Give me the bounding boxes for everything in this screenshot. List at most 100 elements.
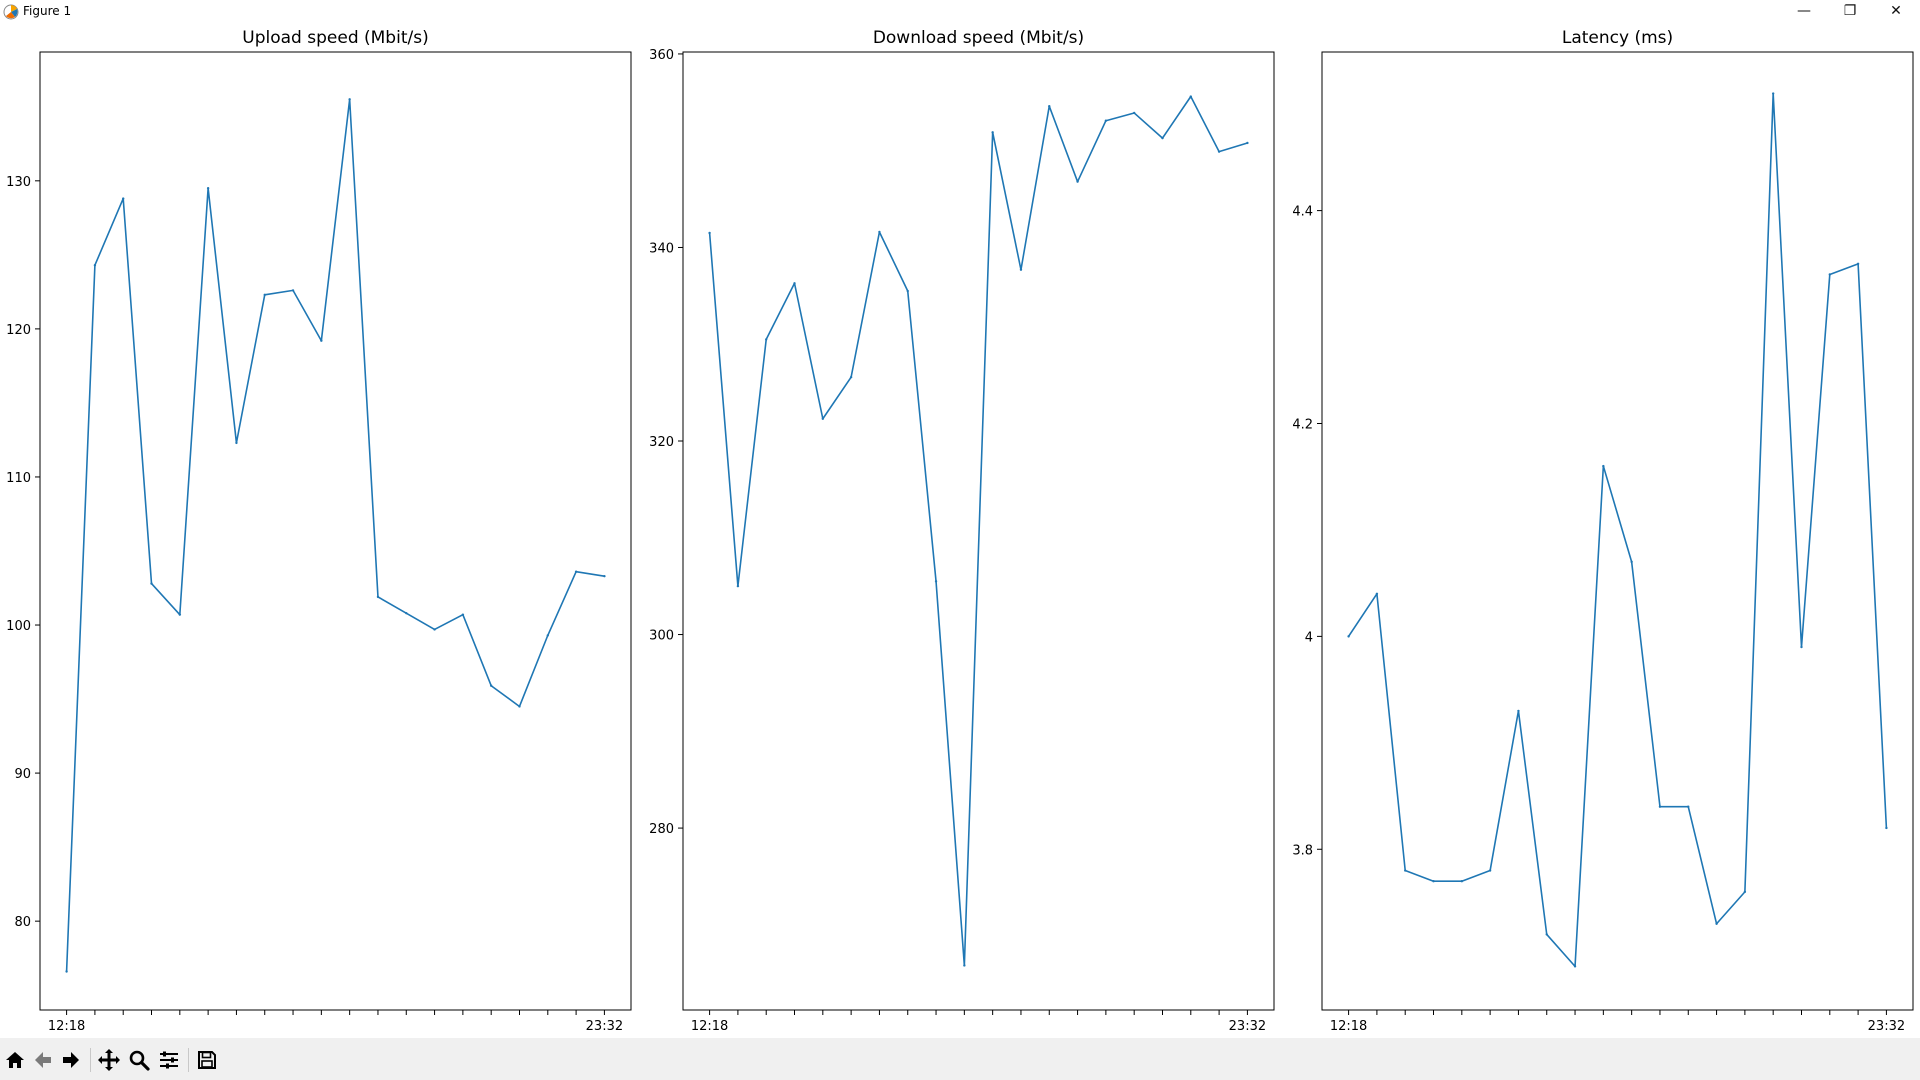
data-point xyxy=(1856,262,1860,266)
data-point xyxy=(1800,645,1803,649)
subplot-title: Upload speed (Mbit/s) xyxy=(242,28,428,48)
data-point xyxy=(150,582,153,585)
y-tick-label: 100 xyxy=(6,619,31,634)
data-point xyxy=(793,282,796,285)
home-icon xyxy=(6,1052,24,1068)
series-line-latency xyxy=(1347,92,1888,968)
data-point xyxy=(405,611,408,615)
configure-subplots-button[interactable] xyxy=(156,1047,182,1073)
data-point xyxy=(1658,805,1662,808)
data-point xyxy=(1573,965,1577,968)
data-point xyxy=(934,580,938,583)
toolbar-separator xyxy=(90,1048,91,1072)
y-tick-label: 80 xyxy=(14,915,31,930)
y-tick-label: 120 xyxy=(6,323,31,338)
data-point xyxy=(235,441,238,445)
axes-frame xyxy=(1321,51,1914,1011)
data-point xyxy=(1545,933,1548,936)
data-point xyxy=(1885,826,1888,830)
data-point xyxy=(603,574,606,578)
data-point xyxy=(546,634,549,637)
data-point xyxy=(1488,869,1492,872)
data-point xyxy=(1630,560,1633,564)
data-point xyxy=(320,339,323,342)
minimize-button[interactable]: — xyxy=(1797,3,1811,19)
subplot-title: Download speed (Mbit/s) xyxy=(873,28,1084,48)
configure-subplots-icon xyxy=(160,1051,178,1069)
save-button[interactable] xyxy=(194,1047,220,1073)
home-button[interactable] xyxy=(2,1047,28,1073)
y-tick-label: 3.8 xyxy=(1292,843,1313,858)
window-titlebar: Figure 1 — ❐ ✕ xyxy=(0,0,1920,24)
data-point xyxy=(1460,880,1464,883)
data-point xyxy=(178,613,182,616)
figure-canvas[interactable]: Upload speed (Mbit/s) 80 90 100 110 120 130 12:… xyxy=(0,24,1920,1038)
data-point xyxy=(376,595,380,599)
matplotlib-app-icon xyxy=(3,4,19,20)
data-point xyxy=(1432,880,1435,883)
data-point xyxy=(1048,104,1051,108)
y-tick-label: 300 xyxy=(649,629,674,644)
zoom-icon xyxy=(129,1050,150,1071)
y-tick-label: 4.2 xyxy=(1292,417,1313,432)
data-point xyxy=(65,970,68,973)
data-point xyxy=(93,264,97,267)
data-point xyxy=(291,289,295,292)
zoom-button[interactable] xyxy=(126,1047,152,1073)
window-title: Figure 1 xyxy=(23,4,72,18)
x-tick-label: 12:18 xyxy=(1330,1019,1367,1034)
data-point xyxy=(1828,273,1831,276)
data-point xyxy=(765,338,768,341)
x-tick-label: 23:32 xyxy=(586,1019,623,1034)
data-point xyxy=(1743,890,1747,894)
data-point xyxy=(1217,150,1221,153)
maximize-button[interactable]: ❐ xyxy=(1843,3,1857,19)
data-point xyxy=(821,417,825,420)
data-point xyxy=(1347,635,1350,638)
y-tick-label: 320 xyxy=(649,435,674,450)
y-tick-label: 280 xyxy=(649,822,674,837)
y-tick-label: 340 xyxy=(649,241,674,256)
data-point xyxy=(1076,180,1079,183)
data-point xyxy=(1517,709,1520,713)
y-tick-label: 360 xyxy=(649,48,674,63)
subplot-title: Latency (ms) xyxy=(1562,28,1673,48)
data-point xyxy=(1104,119,1108,122)
data-point xyxy=(263,293,266,297)
pan-button[interactable] xyxy=(96,1047,122,1073)
subplot-download: Download speed (Mbit/s) 280 300 320 340 360 12… xyxy=(649,28,1275,1034)
data-point xyxy=(1019,268,1023,271)
close-button[interactable]: ✕ xyxy=(1890,3,1902,19)
data-point xyxy=(849,375,853,379)
data-point xyxy=(963,964,966,967)
y-tick-label: 130 xyxy=(6,175,31,190)
x-tick-label: 12:18 xyxy=(48,1019,85,1034)
x-tick-label: 23:32 xyxy=(1229,1019,1266,1034)
x-tick-label: 23:32 xyxy=(1868,1019,1905,1034)
forward-button[interactable] xyxy=(58,1047,84,1073)
data-point xyxy=(878,230,881,234)
subplot-upload: Upload speed (Mbit/s) 80 90 100 110 120 130 12:… xyxy=(6,28,632,1034)
data-point xyxy=(1189,95,1192,98)
back-arrow-icon xyxy=(35,1052,51,1068)
data-point xyxy=(1246,141,1249,145)
save-icon xyxy=(198,1051,216,1069)
data-point xyxy=(1161,136,1164,140)
data-point xyxy=(1375,592,1379,596)
data-point xyxy=(736,584,740,588)
data-point xyxy=(489,684,493,687)
data-point xyxy=(1715,922,1718,925)
data-point xyxy=(991,131,994,134)
y-tick-label: 90 xyxy=(14,767,31,782)
data-point xyxy=(1602,464,1605,468)
data-point xyxy=(574,570,578,573)
data-point xyxy=(1132,111,1136,115)
back-button[interactable] xyxy=(30,1047,56,1073)
navigation-toolbar xyxy=(0,1038,1920,1080)
data-point xyxy=(461,613,465,616)
forward-arrow-icon xyxy=(63,1052,79,1068)
data-point xyxy=(348,98,351,101)
toolbar-separator xyxy=(188,1048,189,1072)
y-tick-label: 4 xyxy=(1305,630,1313,645)
series-line-upload xyxy=(65,98,605,972)
